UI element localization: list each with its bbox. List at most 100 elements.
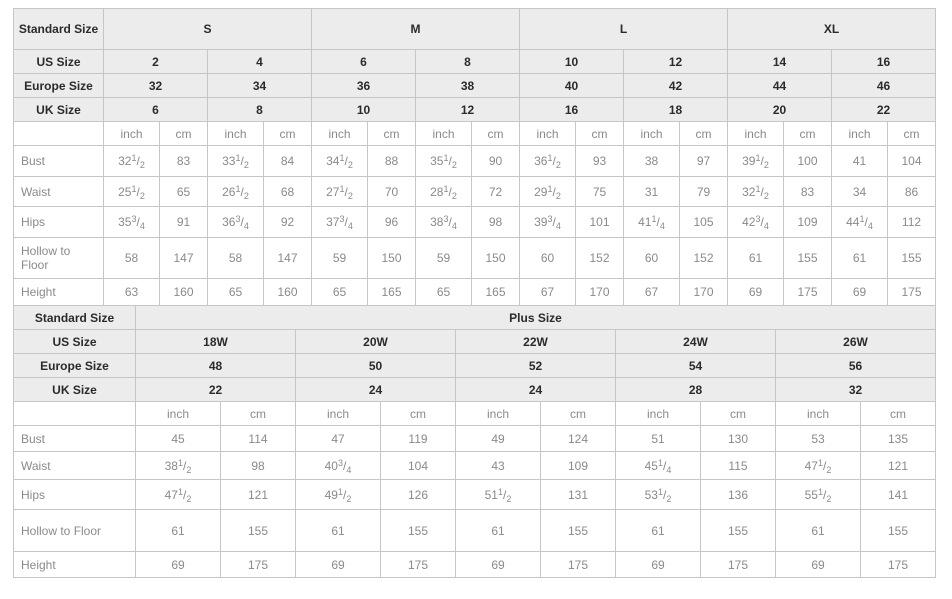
measure-value-cell: 175 [540,551,616,578]
measure-value-cell: 175 [700,551,776,578]
measure-value-cell: 136 [700,479,776,510]
measure-value-cell: 84 [263,145,312,177]
measure-value-cell: 351/2 [415,145,472,177]
size-value-cell: 50 [295,353,456,378]
measure-value-cell: 47 [295,425,381,452]
measure-value-cell: 41 [831,145,888,177]
measure-value-cell: 45 [135,425,221,452]
measure-value-cell: 60 [623,237,680,279]
table-row: Height 63 160 65 160 65 165 65 165 67 170 67 170 69 17… [13,278,936,306]
measure-value-cell: 441/4 [831,206,888,238]
size-value-cell: 46 [831,73,936,98]
table-row: US Size 18W 20W 22W 24W 26W [13,329,936,354]
unit-header-cell: cm [783,121,832,146]
measure-value-cell: 119 [380,425,456,452]
size-value-cell: 16 [519,97,624,122]
measure-value-cell: 147 [263,237,312,279]
measure-value-cell: 83 [783,176,832,207]
size-value-cell: 8 [415,49,520,74]
measure-value-cell: 291/2 [519,176,576,207]
size-value-cell: 52 [455,353,616,378]
measure-value-cell: 104 [887,145,936,177]
measure-value-cell: 68 [263,176,312,207]
measure-value-cell: 341/2 [311,145,368,177]
unit-header-cell: cm [220,401,296,426]
measure-value-cell: 170 [575,278,624,306]
measure-value-cell: 69 [135,551,221,578]
measure-value-cell: 58 [103,237,160,279]
measure-value-cell: 79 [679,176,728,207]
size-value-cell: 56 [775,353,936,378]
size-value-cell: 48 [135,353,296,378]
measure-value-cell: 60 [519,237,576,279]
measure-value-cell: 69 [831,278,888,306]
table-row: Europe Size 32 34 36 38 40 42 44 46 [13,73,936,98]
unit-header-cell: cm [860,401,936,426]
measure-value-cell: 411/4 [623,206,680,238]
measure-value-cell: 112 [887,206,936,238]
standard-size-table: Standard Size S M L XL US Size 2 4 6 8 10 12 14 16 Eur… [13,8,936,306]
measure-value-cell: 155 [380,509,456,552]
measure-value-cell: 58 [207,237,264,279]
size-value-cell: 40 [519,73,624,98]
measure-value-cell: 160 [263,278,312,306]
size-value-cell: 32 [103,73,208,98]
size-row-label: UK Size [13,377,136,402]
size-row-label: US Size [13,49,104,74]
measure-value-cell: 121 [860,451,936,480]
measure-value-cell: 67 [519,278,576,306]
measure-value-cell: 75 [575,176,624,207]
size-row-label: Europe Size [13,353,136,378]
measure-value-cell: 511/2 [455,479,541,510]
measure-value-cell: 261/2 [207,176,264,207]
measure-value-cell: 93 [575,145,624,177]
measure-row-label: Height [13,551,136,578]
size-value-cell: 10 [311,97,416,122]
unit-header-cell: inch [455,401,541,426]
measure-value-cell: 150 [367,237,416,279]
measure-value-cell: 165 [471,278,520,306]
measure-value-cell: 109 [783,206,832,238]
size-value-cell: 22W [455,329,616,354]
unit-header-cell: cm [380,401,456,426]
size-value-cell: 24 [295,377,456,402]
measure-value-cell: 155 [860,509,936,552]
measure-value-cell: 175 [783,278,832,306]
measure-value-cell: 67 [623,278,680,306]
measure-value-cell: 531/2 [615,479,701,510]
measure-value-cell: 155 [887,237,936,279]
measure-value-cell: 83 [159,145,208,177]
measure-value-cell: 471/2 [135,479,221,510]
measure-row-label: Hollow to Floor [13,237,104,279]
measure-value-cell: 65 [207,278,264,306]
table-row: Bust 321/2 83 331/2 84 341/2 88 351/2 90 361/2 93 3… [13,145,936,177]
measure-value-cell: 98 [220,451,296,480]
unit-header-cell: cm [700,401,776,426]
measure-value-cell: 155 [540,509,616,552]
measure-value-cell: 353/4 [103,206,160,238]
table-row: Europe Size 48 50 52 54 56 [13,353,936,378]
measure-row-label: Waist [13,176,104,207]
measure-value-cell: 101 [575,206,624,238]
size-row-label: US Size [13,329,136,354]
unit-header-cell: inch [831,121,888,146]
plus-size-table: Standard Size Plus Size US Size 18W 20W 22W 24… [13,305,936,578]
unit-header-cell: inch [295,401,381,426]
size-row-label: Europe Size [13,73,104,98]
measure-value-cell: 91 [159,206,208,238]
measure-value-cell: 321/2 [103,145,160,177]
measure-row-label: Hollow to Floor [13,509,136,552]
measure-value-cell: 90 [471,145,520,177]
size-value-cell: 34 [207,73,312,98]
measure-value-cell: 152 [679,237,728,279]
measure-value-cell: 403/4 [295,451,381,480]
table-row: inch cm inch cm inch cm inch cm inch cm inch cm inch… [13,121,936,146]
measure-value-cell: 155 [220,509,296,552]
table-row: Hips 471/2 121 491/2 126 511/2 131 531/2 136 551/… [13,479,936,510]
unit-header-cell: cm [575,121,624,146]
measure-value-cell: 59 [311,237,368,279]
measure-value-cell: 65 [415,278,472,306]
measure-value-cell: 393/4 [519,206,576,238]
measure-value-cell: 72 [471,176,520,207]
